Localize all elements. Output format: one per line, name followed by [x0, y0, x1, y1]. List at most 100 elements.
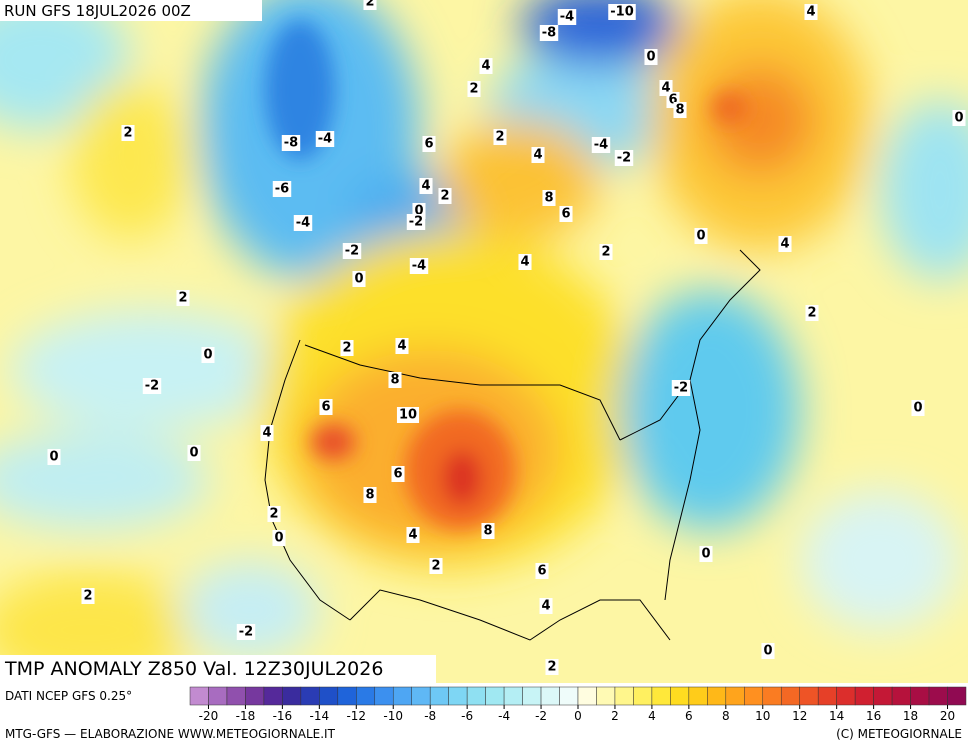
contour-label-group: -2 [142, 378, 162, 394]
contour-label-group: -4 [557, 9, 577, 25]
label-bg [406, 214, 426, 230]
colorbar-cell [189, 686, 209, 706]
contour-label: 0 [763, 644, 772, 659]
contour-label: 6 [668, 93, 677, 108]
label-bg [281, 135, 301, 151]
colorbar-cell [503, 686, 523, 706]
colorbar-cell [891, 686, 911, 706]
colorbar-cell [485, 686, 505, 706]
label-bg [47, 449, 61, 465]
contour-label-group: -4 [315, 131, 335, 147]
colorbar-tick-label: 12 [792, 709, 807, 723]
contour-label: 2 [495, 130, 504, 145]
contour-label-group: 0 [699, 546, 713, 562]
contour-label-group: -2 [671, 380, 691, 396]
label-bg [671, 380, 691, 396]
colorbar-cell [928, 686, 948, 706]
contour-label-group: 2 [545, 659, 559, 675]
contour-label-group: 6 [319, 399, 333, 415]
contour-label: -4 [594, 138, 608, 153]
contour-label: -2 [674, 381, 688, 396]
colorbar-cell [744, 686, 764, 706]
contour-label-group: 4 [395, 338, 409, 354]
colorbar-cell [947, 686, 967, 706]
label-bg [481, 523, 495, 539]
header: RUN GFS 18JUL2026 00Z [4, 2, 191, 20]
contour-label: 2 [342, 341, 351, 356]
contour-label: -4 [412, 259, 426, 274]
contour-label-group: 4 [479, 58, 493, 74]
contour-label: 4 [408, 528, 417, 543]
colorbar-cell [448, 686, 468, 706]
contour-label: 2 [178, 291, 187, 306]
contour-label-group: 4 [419, 178, 433, 194]
colorbar-cell [319, 686, 339, 706]
colorbar-tick-label: 6 [685, 709, 693, 723]
colorbar-cell [374, 686, 394, 706]
colorbar-tick-label: -20 [199, 709, 219, 723]
contour-label: 8 [483, 524, 492, 539]
label-bg [340, 340, 354, 356]
contour-label: 0 [354, 272, 363, 287]
contour-label: 2 [440, 189, 449, 204]
contour-label-group: 0 [761, 643, 775, 659]
colorbar-cell [559, 686, 579, 706]
contour-label-group: -4 [293, 215, 313, 231]
contour-label: 8 [365, 488, 374, 503]
colorbar-cell [910, 686, 930, 706]
label-bg [363, 487, 377, 503]
contour-label: 4 [541, 599, 550, 614]
contour-label: -4 [318, 132, 332, 147]
contour-label-group: 0 [694, 228, 708, 244]
colorbar-cell [725, 686, 745, 706]
colorbar-cell [836, 686, 856, 706]
contour-label-group: 8 [481, 523, 495, 539]
colorbar-cell [799, 686, 819, 706]
contour-label: 4 [780, 237, 789, 252]
label-bg [396, 407, 420, 423]
label-bg [236, 624, 256, 640]
contour-label-group: 0 [187, 445, 201, 461]
colorbar-cell [854, 686, 874, 706]
label-bg [142, 378, 162, 394]
contour-label: 4 [806, 5, 815, 20]
colorbar-tick-label: -14 [310, 709, 330, 723]
contour-label: 4 [661, 81, 670, 96]
contour-label: 2 [807, 306, 816, 321]
contour-label-group: 8 [673, 102, 687, 118]
label-bg [121, 125, 135, 141]
colorbar-tick-label: 4 [648, 709, 656, 723]
contour-label-group: 8 [363, 487, 377, 503]
label-bg [319, 399, 333, 415]
colorbar-cell [633, 686, 653, 706]
contour-label: 4 [397, 339, 406, 354]
colorbar-cell [429, 686, 449, 706]
colorbar-tick-label: 16 [866, 709, 881, 723]
contour-label: -8 [284, 136, 298, 151]
label-bg [391, 466, 405, 482]
contour-label: 0 [954, 111, 963, 126]
contour-label-group: 6 [559, 206, 573, 222]
colorbar-cell [282, 686, 302, 706]
label-bg [599, 244, 613, 260]
colorbar-tick-label: 8 [722, 709, 730, 723]
contour-label: 4 [520, 255, 529, 270]
header-box [0, 0, 262, 21]
label-bg [531, 147, 545, 163]
label-bg [187, 445, 201, 461]
label-bg [352, 271, 366, 287]
label-bg [419, 178, 433, 194]
colorbar-tick-label: -18 [236, 709, 256, 723]
contour-label: 0 [913, 401, 922, 416]
contour-label-group: -10 [608, 4, 636, 20]
label-bg [409, 258, 429, 274]
label-bg [804, 4, 818, 20]
contour-label-group: 2 [81, 588, 95, 604]
contour-label-group: 2 [429, 558, 443, 574]
label-bg [201, 347, 215, 363]
label-bg [545, 659, 559, 675]
title: TMP ANOMALY Z850 Val. 12Z30JUL2026 [4, 658, 383, 680]
label-bg [608, 4, 636, 20]
contour-label-group: 2 [493, 129, 507, 145]
